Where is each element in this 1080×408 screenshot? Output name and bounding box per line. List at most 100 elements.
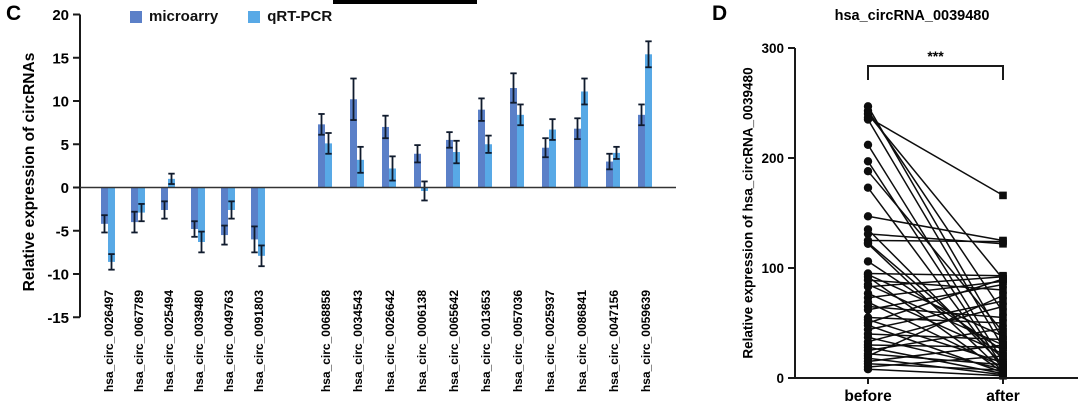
x-category-label: hsa_circ_0057036 xyxy=(511,290,525,392)
bar-microarry-hsa_circ_0047156 xyxy=(606,161,613,188)
pair-line-32 xyxy=(867,333,1004,341)
y-tick-label: 10 xyxy=(52,94,69,111)
bar-microarry-hsa_circ_0034543 xyxy=(350,99,357,188)
after-point-32 xyxy=(999,335,1007,344)
pair-line-21 xyxy=(867,276,1004,288)
bar-microarry-hsa_circ_0025494 xyxy=(161,187,168,210)
x-category-label: hsa_circ_0006138 xyxy=(415,290,429,392)
pair-line-29 xyxy=(867,278,1004,324)
panel-d-letter: D xyxy=(712,2,728,25)
legend-swatch-microarray xyxy=(130,10,142,23)
panel-d-paired-plot: 300 200 100 0 before after *** xyxy=(761,41,1078,405)
bar-microarry-hsa_circ_0086841 xyxy=(574,128,581,188)
error-bar-qRT-PCR-hsa_circ_0026497 xyxy=(108,253,115,271)
error-bar-qRT-PCR-hsa_circ_0034543 xyxy=(357,145,364,174)
error-bar-qRT-PCR-hsa_circ_0039480 xyxy=(198,230,205,254)
pair-line-44 xyxy=(867,368,1004,377)
bar-qRT-PCR-hsa_circ_0047156 xyxy=(613,152,620,188)
y-tick-label: 100 xyxy=(761,261,784,276)
before-point-8 xyxy=(863,183,873,192)
pair-line-43 xyxy=(867,355,1004,368)
pair-line-25 xyxy=(867,305,1004,319)
pair-line-27 xyxy=(867,316,1004,324)
legend-label-qrtpcr: qRT-PCR xyxy=(267,8,333,25)
pair-line-23 xyxy=(867,280,1004,299)
x-category-label: hsa_circ_0039480 xyxy=(192,290,206,392)
error-bar-microarry-hsa_circ_0034543 xyxy=(350,77,357,121)
error-bar-microarry-hsa_circ_0025494 xyxy=(161,200,168,220)
x-category-label: hsa_circ_0086841 xyxy=(575,290,589,392)
x-tick-label: before xyxy=(844,388,892,405)
bar-microarry-hsa_circ_0091803 xyxy=(251,187,258,240)
bar-microarry-hsa_circ_0057036 xyxy=(510,88,517,188)
error-bar-qRT-PCR-hsa_circ_0057036 xyxy=(517,103,524,127)
significance-stars: *** xyxy=(927,48,944,64)
error-bar-qRT-PCR-hsa_circ_0006138 xyxy=(421,180,428,202)
before-point-7 xyxy=(863,167,873,176)
y-tick-label: 20 xyxy=(52,7,69,24)
after-point-42 xyxy=(999,366,1007,375)
bar-qRT-PCR-hsa_circ_0065642 xyxy=(453,152,460,188)
before-point-4 xyxy=(863,115,873,124)
panel-c-legend: microarry qRT-PCR xyxy=(130,8,332,25)
pair-line-4 xyxy=(867,119,1004,348)
y-tick-label: 0 xyxy=(776,371,784,386)
significance-bracket xyxy=(867,65,1004,80)
error-bar-microarry-hsa_circ_0049763 xyxy=(221,224,228,246)
y-tick-label: -5 xyxy=(56,223,69,240)
y-tick-label: -10 xyxy=(47,267,69,284)
after-point-12 xyxy=(999,237,1007,246)
x-category-label: hsa_circ_0067789 xyxy=(132,290,146,392)
legend-swatch-qrtpcr xyxy=(248,10,261,23)
x-category-label: hsa_circ_0025937 xyxy=(543,290,557,392)
before-point-9 xyxy=(863,212,873,221)
legend-item-microarray: microarry xyxy=(130,8,218,25)
pair-line-12 xyxy=(867,239,1004,243)
error-bar-qRT-PCR-hsa_circ_0086841 xyxy=(581,77,588,106)
bar-qRT-PCR-hsa_circ_0086841 xyxy=(581,91,588,188)
after-point-34 xyxy=(999,302,1007,311)
x-category-label: hsa_circ_0091803 xyxy=(252,290,266,392)
legend-item-qrtpcr: qRT-PCR xyxy=(248,8,332,25)
pair-line-28 xyxy=(867,318,1004,364)
error-bar-microarry-hsa_circ_0039480 xyxy=(191,220,198,238)
pair-line-41 xyxy=(867,344,1004,363)
bar-qRT-PCR-hsa_circ_0068858 xyxy=(325,143,332,188)
x-category-label: hsa_circ_0049763 xyxy=(222,290,236,392)
bar-qRT-PCR-hsa_circ_0026497 xyxy=(108,187,115,262)
pair-line-2 xyxy=(867,113,1004,280)
error-bar-qRT-PCR-hsa_circ_0065642 xyxy=(453,139,460,165)
x-category-label: hsa_circ_0013653 xyxy=(479,290,493,392)
y-tick-label: 200 xyxy=(761,151,784,166)
error-bar-qRT-PCR-hsa_circ_0025494 xyxy=(168,172,175,185)
after-point-31 xyxy=(999,297,1007,305)
y-tick-label: -15 xyxy=(47,310,69,327)
y-tick-label: 15 xyxy=(52,50,69,67)
after-point-43 xyxy=(999,352,1007,360)
bar-microarry-hsa_circ_0013653 xyxy=(478,109,485,188)
error-bar-qRT-PCR-hsa_circ_0026642 xyxy=(389,155,396,182)
before-point-26 xyxy=(863,305,873,314)
after-point-39 xyxy=(999,291,1007,300)
pair-line-9 xyxy=(867,215,1004,242)
bar-qRT-PCR-hsa_circ_0013653 xyxy=(485,144,492,188)
after-point-41 xyxy=(999,341,1007,349)
after-point-38 xyxy=(999,361,1007,369)
x-category-label: hsa_circ_0068858 xyxy=(319,290,333,392)
after-point-25 xyxy=(999,313,1007,322)
pair-line-38 xyxy=(867,353,1004,366)
error-bar-qRT-PCR-hsa_circ_0068858 xyxy=(325,132,332,155)
error-bar-microarry-hsa_circ_0026642 xyxy=(382,114,389,140)
x-category-label: hsa_circ_0025494 xyxy=(162,290,176,392)
after-point-37 xyxy=(999,324,1007,333)
x-category-label: hsa_circ_0026497 xyxy=(102,290,116,392)
bar-microarry-hsa_circ_0025937 xyxy=(542,147,549,188)
bar-microarry-hsa_circ_0026497 xyxy=(101,187,108,224)
bar-microarry-hsa_circ_0006138 xyxy=(414,153,421,188)
pair-line-26 xyxy=(867,283,1004,311)
error-bar-qRT-PCR-hsa_circ_0013653 xyxy=(485,134,492,154)
error-bar-microarry-hsa_circ_0068858 xyxy=(318,113,325,136)
error-bar-microarry-hsa_circ_0065642 xyxy=(446,131,453,149)
error-bar-microarry-hsa_circ_0025937 xyxy=(542,137,549,159)
